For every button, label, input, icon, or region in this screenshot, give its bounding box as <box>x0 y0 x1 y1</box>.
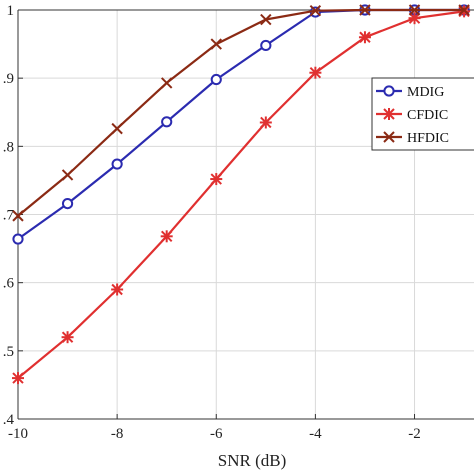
data-point-mdig <box>111 158 123 170</box>
x-tick-label: -6 <box>210 426 223 442</box>
y-tick-label: .7 <box>3 208 15 224</box>
axes: -10 -8 -6 -4 -2 1 .9 .8 .7 .6 .5 .4 <box>3 3 474 442</box>
marker-stroke <box>210 38 222 50</box>
legend-label-mdig: MDIG <box>407 85 444 100</box>
marker-stroke <box>160 77 173 89</box>
marker-stroke <box>458 4 470 16</box>
data-point-hfdic <box>160 77 173 89</box>
grid <box>17 9 474 420</box>
data-point-cfdic <box>111 283 124 296</box>
data-point-hfdic <box>210 38 222 50</box>
y-tick-label: .5 <box>3 344 14 360</box>
data-point-hfdic <box>309 4 322 17</box>
data-point-mdig <box>210 73 222 86</box>
legend-label-hfdic: HFDIC <box>407 131 449 146</box>
data-point-cfdic <box>408 12 421 25</box>
y-tick-label: .4 <box>3 412 15 428</box>
data-point-hfdic <box>12 210 24 222</box>
data-point-mdig <box>61 197 74 210</box>
x-tick-label: -8 <box>111 426 124 442</box>
data-point-hfdic <box>359 4 371 16</box>
legend-marker-hfdic <box>383 131 395 143</box>
marker-stroke <box>111 122 123 135</box>
x-tick-label: -10 <box>8 426 28 442</box>
data-point-cfdic <box>309 66 322 79</box>
marker-stroke <box>359 4 371 16</box>
marker-stroke <box>12 210 24 222</box>
data-point-cfdic <box>210 173 223 186</box>
legend-marker-cfdic <box>383 108 395 120</box>
data-point-hfdic <box>260 13 272 26</box>
x-axis-title: SNR (dB) <box>218 451 286 470</box>
legend: MDIG CFDIC HFDIC <box>371 77 474 151</box>
series-line-cfdic <box>17 10 465 379</box>
y-tick-label: .6 <box>3 276 15 292</box>
legend-label-cfdic: CFDIC <box>407 108 448 123</box>
data-point-cfdic <box>358 31 371 44</box>
y-tick-label: .8 <box>3 139 14 155</box>
data-point-cfdic <box>160 230 173 243</box>
data-point-mdig <box>12 233 24 245</box>
y-tick-label: 1 <box>7 3 15 19</box>
series-line-hfdic <box>17 8 465 217</box>
y-tick-label: .9 <box>3 71 14 87</box>
marker-stroke <box>260 13 272 26</box>
data-point-cfdic <box>61 331 74 344</box>
series-layer <box>12 4 471 385</box>
legend-marker-mdig <box>383 85 395 97</box>
marker-stroke <box>309 4 322 17</box>
data-point-hfdic <box>458 4 470 16</box>
data-point-mdig <box>161 116 173 128</box>
marker-stroke <box>408 4 421 16</box>
data-point-hfdic <box>61 169 74 181</box>
data-point-mdig <box>260 39 272 52</box>
data-point-hfdic <box>408 4 421 16</box>
data-point-cfdic <box>259 116 272 129</box>
data-point-cfdic <box>12 372 24 385</box>
x-tick-label: -2 <box>408 426 421 442</box>
marker-stroke <box>61 169 74 181</box>
x-tick-label: -4 <box>309 426 322 442</box>
marker-stroke <box>383 131 395 143</box>
data-point-hfdic <box>111 122 123 135</box>
